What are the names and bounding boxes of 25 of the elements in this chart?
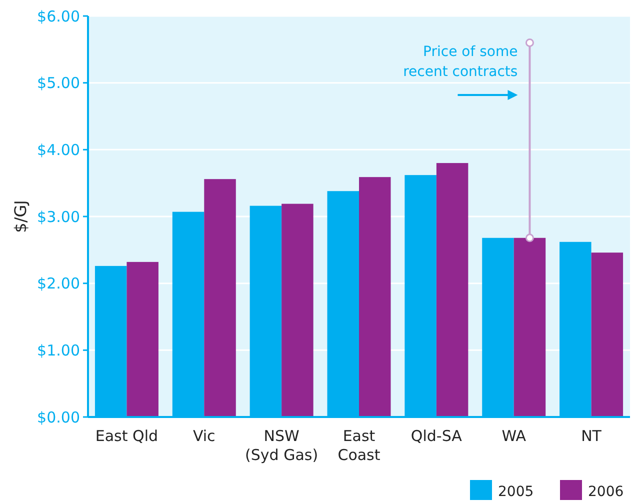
x-tick-label: East Qld [95,427,158,445]
x-tick-label: NT [581,427,602,445]
y-tick-label: $5.00 [37,74,80,92]
annotation: Price of some recent contracts [403,44,518,80]
y-tick-label: $2.00 [37,274,80,293]
bar [514,238,546,417]
y-tick-label: $6.00 [37,7,80,26]
bar [204,179,236,417]
x-tick-label: NSW (Syd Gas) [245,427,318,464]
legend-label: 2006 [588,484,624,500]
x-tick-label: WA [502,427,527,445]
x-tick-label: East Coast [338,427,380,464]
x-tick-label: Qld-SA [410,427,463,445]
x-tick-label: Vic [192,427,216,445]
bar [359,177,391,417]
y-tick-label: $4.00 [37,140,80,159]
y-axis-title: $/GJ [11,200,30,233]
bar [282,204,314,417]
y-tick-label: $0.00 [37,408,80,426]
y-tick-label: $1.00 [37,341,80,360]
bar [436,163,468,417]
bar [126,262,158,417]
bar [591,252,624,417]
legend-label: 2005 [498,484,534,500]
y-tick-label: $3.00 [37,208,80,226]
